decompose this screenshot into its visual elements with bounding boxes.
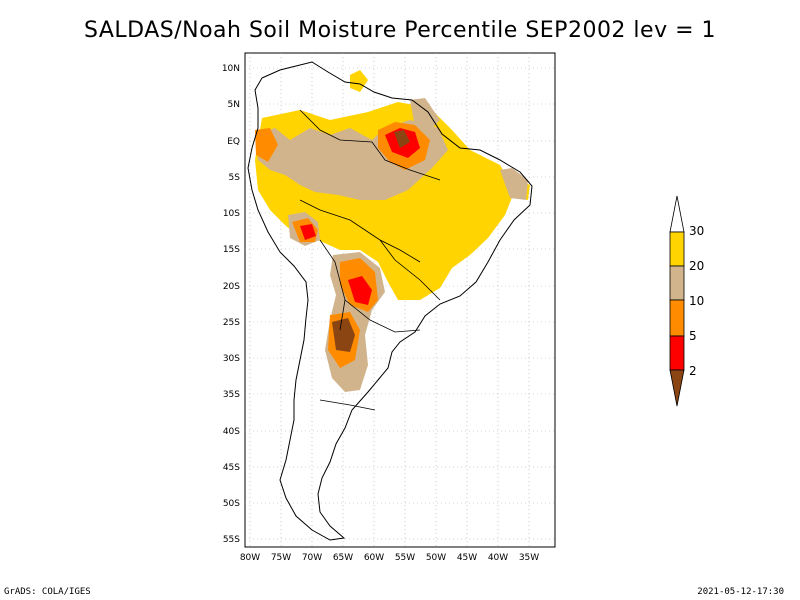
- shade-20-30: [350, 70, 368, 92]
- shade-below-2: [394, 130, 410, 148]
- lon-label: 65W: [333, 553, 353, 563]
- shade-5-10: [255, 128, 278, 162]
- lat-label: 25S: [223, 318, 240, 328]
- lat-label: 20S: [223, 282, 240, 292]
- shade-below-2: [332, 318, 355, 352]
- lat-label: 5N: [228, 100, 240, 110]
- lat-label: 35S: [223, 390, 240, 400]
- plot-frame: [244, 52, 556, 548]
- colorbar-band-5-10: [669, 299, 685, 337]
- colorbar-label: 10: [689, 294, 704, 308]
- colorbar-bottom-arrow: [669, 369, 685, 407]
- shade-2-5: [348, 276, 372, 305]
- lon-label: 80W: [240, 553, 260, 563]
- colorbar: 30 20 10 5 2: [669, 195, 704, 407]
- continent-outline: [247, 61, 533, 541]
- footer-credit: GrADS: COLA/IGES: [4, 587, 91, 597]
- colorbar-top-arrow: [669, 195, 685, 233]
- map-title: SALDAS/Noah Soil Moisture Percentile SEP…: [83, 18, 717, 43]
- colorbar-band-10-20: [669, 265, 685, 301]
- footer-timestamp: 2021-05-12-17:30: [697, 587, 784, 597]
- colorbar-label: 2: [689, 364, 697, 378]
- lat-label: 15S: [223, 245, 240, 255]
- lat-label: 55S: [223, 535, 240, 545]
- lon-label: 60W: [364, 553, 384, 563]
- lat-label: 10S: [223, 209, 240, 219]
- colorbar-band-2-5: [669, 335, 685, 371]
- lat-label: 30S: [223, 354, 240, 364]
- lat-label: 50S: [223, 499, 240, 509]
- shade-10-20: [410, 98, 440, 130]
- percentile-shading: [255, 70, 530, 392]
- lon-axis-labels: 80W 75W 70W 65W 60W 55W 50W 45W 40W 35W: [240, 553, 539, 563]
- lat-label: 40S: [223, 427, 240, 437]
- lon-label: 75W: [271, 553, 291, 563]
- lon-label: 50W: [426, 553, 446, 563]
- colorbar-label: 20: [689, 259, 704, 273]
- lat-axis-labels: 10N 5N EQ 5S 10S 15S 20S 25S 30S 35S 40S…: [222, 64, 240, 545]
- colorbar-label: 5: [689, 329, 697, 343]
- lat-label: 10N: [222, 64, 240, 74]
- lat-label: EQ: [227, 137, 240, 147]
- lon-label: 70W: [302, 553, 322, 563]
- lon-label: 45W: [457, 553, 477, 563]
- colorbar-label: 30: [689, 224, 704, 238]
- shade-2-5: [300, 224, 316, 240]
- lat-label: 45S: [223, 463, 240, 473]
- country-borders: [299, 109, 441, 411]
- lon-label: 35W: [519, 553, 539, 563]
- lat-label: 5S: [229, 173, 241, 183]
- shade-10-20: [500, 168, 528, 200]
- lon-label: 40W: [488, 553, 508, 563]
- lon-label: 55W: [395, 553, 415, 563]
- colorbar-band-20-30: [669, 231, 685, 267]
